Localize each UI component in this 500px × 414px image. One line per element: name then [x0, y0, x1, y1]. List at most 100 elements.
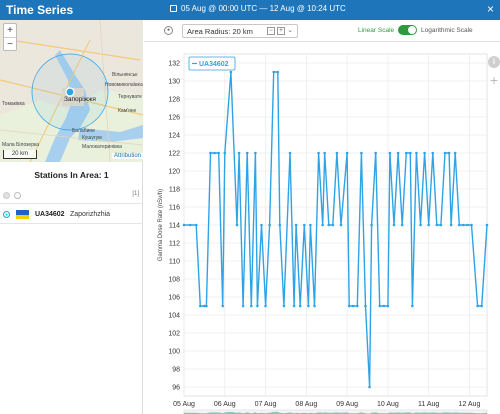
page-title: Time Series	[6, 3, 74, 17]
data-point	[213, 151, 216, 155]
map-label-kamiane: Кам'яне	[118, 108, 137, 114]
data-point	[392, 223, 396, 227]
select-radio-a[interactable]	[3, 192, 10, 199]
data-point	[364, 304, 367, 308]
x-tick-label: 06 Aug	[214, 401, 236, 408]
data-point	[453, 151, 457, 155]
x-tick-label: 10 Aug	[377, 401, 399, 408]
area-radius-label: Area Radius: 20 km	[187, 27, 253, 36]
data-point	[182, 223, 186, 227]
data-point	[427, 223, 430, 227]
data-point	[347, 304, 351, 308]
chart-toolbar: ● Area Radius: 20 km − + ⌄ Linear Scale …	[144, 20, 500, 42]
data-point	[327, 223, 331, 227]
data-point	[466, 223, 469, 227]
x-tick-label: 08 Aug	[295, 401, 317, 408]
map-attribution-link[interactable]: Attribution	[111, 153, 143, 159]
app-header: Time Series 05 Aug @ 00:00 UTC — 12 Aug …	[0, 0, 500, 20]
zoom-out-button[interactable]: −	[4, 37, 16, 50]
data-point	[470, 223, 473, 227]
map-label-mala-bilozerka: Мала Білозерка	[2, 142, 40, 148]
data-point	[264, 304, 267, 308]
map-label-novomykolaivka: Новомиколаївка	[105, 82, 143, 88]
gamma-dose-chart[interactable]: 96 98 100 102 104 106 108 110 112 114 116 118 120 122…	[144, 42, 500, 414]
data-point	[321, 223, 324, 227]
zoom-in-button[interactable]: +	[7, 25, 13, 36]
radius-increase-button[interactable]: +	[277, 27, 285, 35]
x-tick-label: 05 Aug	[173, 401, 195, 408]
data-point	[443, 151, 447, 155]
data-point	[194, 223, 198, 227]
station-name: Zaporizhzhia	[70, 211, 111, 218]
data-point	[307, 304, 310, 308]
data-point	[382, 304, 386, 308]
legend-box	[188, 56, 236, 71]
info-icon[interactable]: i	[488, 56, 500, 68]
target-icon[interactable]: ●	[164, 26, 173, 35]
data-point	[400, 223, 404, 227]
data-point	[370, 223, 373, 227]
data-point	[480, 304, 483, 308]
data-point	[356, 304, 359, 308]
station-row[interactable]: UA34602 Zaporizhzhia	[0, 206, 143, 224]
data-point	[462, 223, 465, 227]
data-point	[411, 304, 414, 308]
data-point	[241, 304, 245, 308]
calendar-icon	[170, 5, 177, 12]
x-tick-label: 12 Aug	[459, 401, 481, 408]
data-point	[368, 385, 371, 389]
ukraine-flag-icon	[16, 210, 29, 219]
map-city-label: Запоріжжя	[64, 96, 96, 103]
radius-decrease-button[interactable]: −	[267, 27, 275, 35]
x-tick-label: 07 Aug	[255, 401, 277, 408]
legend-entry: UA34602	[199, 61, 229, 68]
data-point	[396, 151, 400, 155]
y-tick-label: 130	[168, 79, 180, 86]
data-point	[260, 223, 263, 227]
data-point	[331, 223, 335, 227]
data-point	[360, 151, 363, 155]
x-tick-label: 11 Aug	[418, 401, 439, 408]
data-point	[256, 304, 259, 308]
y-tick-label: 102	[168, 331, 180, 338]
y-tick-label: 96	[172, 385, 180, 392]
y-tick-label: 118	[169, 187, 180, 194]
data-point	[303, 223, 306, 227]
y-tick-label: 128	[168, 97, 180, 104]
area-radius-select[interactable]: Area Radius: 20 km − + ⌄	[182, 24, 298, 38]
station-select-all-row: [1]	[0, 188, 143, 204]
map-view[interactable]: + − Вільнянськ Новомиколаївка Запоріжжя …	[0, 20, 143, 162]
stations-title: Stations In Area: 1	[34, 170, 109, 180]
data-point	[199, 304, 202, 308]
data-point	[205, 304, 208, 308]
y-tick-label: 126	[168, 115, 180, 122]
map-label-ternuvate: Тернувате	[118, 94, 142, 100]
data-point	[203, 304, 206, 308]
data-point	[386, 304, 390, 308]
chevron-down-icon[interactable]: ⌄	[287, 27, 293, 34]
map-zoom-control: + −	[3, 23, 17, 51]
close-icon[interactable]: ×	[486, 2, 494, 16]
select-radio-b[interactable]	[14, 192, 21, 199]
data-point	[229, 70, 233, 74]
chart-panel: ● Area Radius: 20 km − + ⌄ Linear Scale …	[144, 20, 500, 414]
data-point	[431, 151, 435, 155]
y-tick-label: 122	[168, 151, 180, 158]
data-point	[276, 70, 280, 74]
map-label-tomakivka: Томаківка	[2, 101, 25, 107]
add-icon[interactable]: +	[489, 72, 499, 88]
series-line	[184, 71, 488, 388]
data-point	[378, 304, 382, 308]
scale-toggle[interactable]	[398, 25, 417, 35]
y-tick-label: 98	[172, 367, 180, 374]
y-tick-label: 114	[169, 223, 180, 230]
date-range-picker[interactable]: 05 Aug @ 00:00 UTC — 12 Aug @ 10:24 UTC	[170, 4, 346, 13]
y-tick-label: 108	[168, 277, 180, 284]
y-tick-label: 120	[168, 169, 180, 176]
data-point	[268, 223, 271, 227]
y-tick-label: 132	[168, 61, 180, 68]
station-radio[interactable]	[3, 211, 10, 218]
data-point	[292, 304, 296, 308]
data-point	[298, 304, 302, 308]
data-point	[288, 151, 292, 155]
